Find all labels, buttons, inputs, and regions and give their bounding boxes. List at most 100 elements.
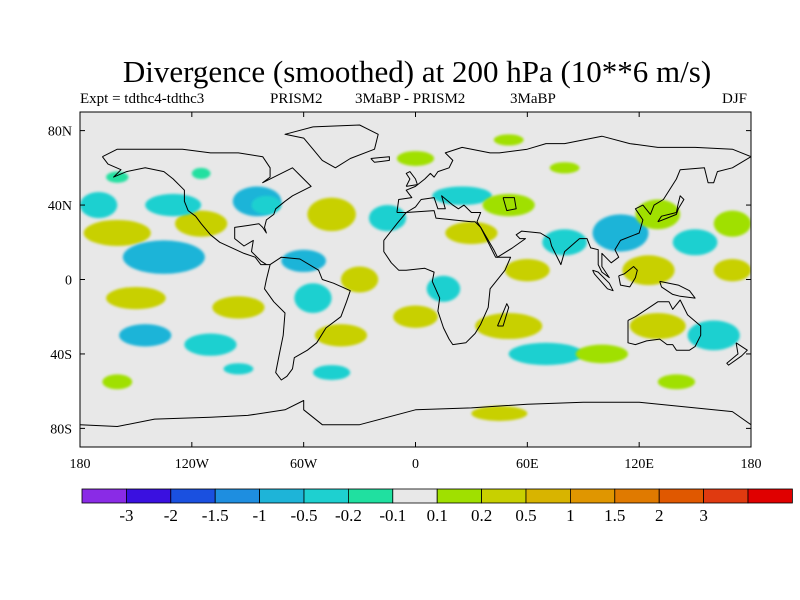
x-tick-label: 180 [741, 457, 762, 472]
season-label: DJF [722, 91, 748, 107]
field-region [622, 255, 675, 286]
coastline-australia [627, 299, 702, 351]
colorbar-swatch [214, 488, 260, 504]
colorbar-swatch [170, 488, 216, 504]
colorbar: -3 -2 -1.5 -1 -0.5 -0.2 -0.1 0.1 0.2 0.5 1 1.5 2 3 [81, 488, 793, 525]
field-region [657, 374, 696, 390]
coastline-new-guinea [659, 280, 696, 299]
y-tick-label: 40N [48, 199, 72, 214]
colorbar-label: -0.5 [291, 506, 318, 525]
field-region [629, 313, 686, 340]
field-region [102, 374, 133, 390]
field-region [251, 195, 282, 215]
colorbar-label: -0.1 [379, 506, 406, 525]
colorbar-swatch [614, 488, 660, 504]
field-region [504, 259, 550, 282]
field-region [575, 344, 628, 364]
coastline-borneo [618, 266, 638, 288]
field-region [471, 406, 528, 421]
field-region [223, 363, 254, 375]
colorbar-swatch [392, 488, 438, 504]
coastline-uk [405, 171, 418, 187]
chart-title: Divergence (smoothed) at 200 hPa (10**6 … [122, 54, 712, 89]
field-region [635, 199, 681, 230]
divergence-field [80, 134, 751, 421]
field-region [80, 192, 118, 219]
field-region [294, 283, 332, 313]
colorbar-label: -1.5 [202, 506, 229, 525]
colorbar-swatch [481, 488, 527, 504]
coastline-antarctica [80, 400, 751, 427]
model-label-3: 3MaBP [510, 91, 556, 107]
colorbar-label: 3 [699, 506, 708, 525]
experiment-label: Expt = tdthc4-tdthc3 [80, 91, 205, 107]
model-label-1: PRISM2 [270, 91, 323, 107]
coastline-new-zealand [726, 342, 748, 366]
field-region [340, 266, 379, 293]
field-region [482, 193, 535, 217]
x-tick-label: 60E [516, 457, 539, 472]
coastlines [80, 124, 751, 427]
colorbar-label: -2 [164, 506, 178, 525]
field-region [713, 210, 751, 237]
field-region [508, 342, 584, 366]
field-region [184, 333, 237, 356]
coastline-north-america [102, 148, 312, 266]
colorbar-swatch [303, 488, 349, 504]
coastline-iceland [370, 156, 390, 163]
y-tick-label: 40S [50, 348, 72, 363]
colorbar-swatch [570, 488, 616, 504]
colorbar-label: 0.1 [427, 506, 448, 525]
colorbar-swatch [259, 488, 305, 504]
colorbar-swatch [747, 488, 793, 504]
coastline-greenland [284, 124, 379, 169]
coastline-south-america [264, 256, 351, 381]
field-region [191, 167, 211, 180]
field-region [119, 324, 172, 347]
field-region [368, 205, 407, 232]
colorbar-swatch [658, 488, 705, 504]
colorbar-label: 2 [655, 506, 664, 525]
field-region [592, 214, 649, 252]
field-region [212, 296, 265, 319]
colorbar-label: 0.2 [471, 506, 492, 525]
field-region [393, 305, 438, 328]
field-region [122, 240, 205, 274]
coastline-africa [383, 210, 512, 346]
field-region [312, 365, 351, 380]
coastline-europe-asia [396, 135, 751, 279]
coastline-japan [657, 195, 685, 223]
field-region [396, 151, 435, 166]
field-region [314, 324, 368, 347]
colorbar-label: 1.5 [604, 506, 625, 525]
coastline-sumatra [592, 269, 614, 292]
x-tick-label: 60W [290, 457, 318, 472]
field-region [493, 134, 524, 146]
field-region [106, 171, 129, 183]
colorbar-swatch [81, 488, 127, 504]
field-region [106, 286, 166, 310]
colorbar-label: 0.5 [515, 506, 536, 525]
colorbar-label: -1 [253, 506, 267, 525]
y-tick-label: 80N [48, 125, 72, 140]
colorbar-swatch [703, 488, 749, 504]
field-region [475, 313, 543, 340]
colorbar-swatch [126, 488, 172, 504]
x-tick-label: 0 [412, 457, 419, 472]
y-tick-label: 80S [50, 422, 72, 437]
coastline-madagascar [497, 303, 510, 327]
colorbar-swatch [436, 488, 483, 504]
axis-ticks: 180 120W 60W 0 60E 120E 180 80N 40N 0 40S 80S [48, 112, 762, 472]
model-label-2: 3MaBP - PRISM2 [355, 91, 466, 107]
y-tick-label: 0 [65, 274, 72, 289]
x-tick-label: 120E [624, 457, 654, 472]
field-region [426, 275, 461, 302]
field-region [672, 229, 718, 256]
field-region [145, 193, 202, 217]
colorbar-label: -0.2 [335, 506, 362, 525]
x-tick-label: 180 [70, 457, 91, 472]
field-region [307, 197, 356, 232]
colorbar-swatch [347, 488, 394, 504]
field-region [445, 221, 498, 245]
